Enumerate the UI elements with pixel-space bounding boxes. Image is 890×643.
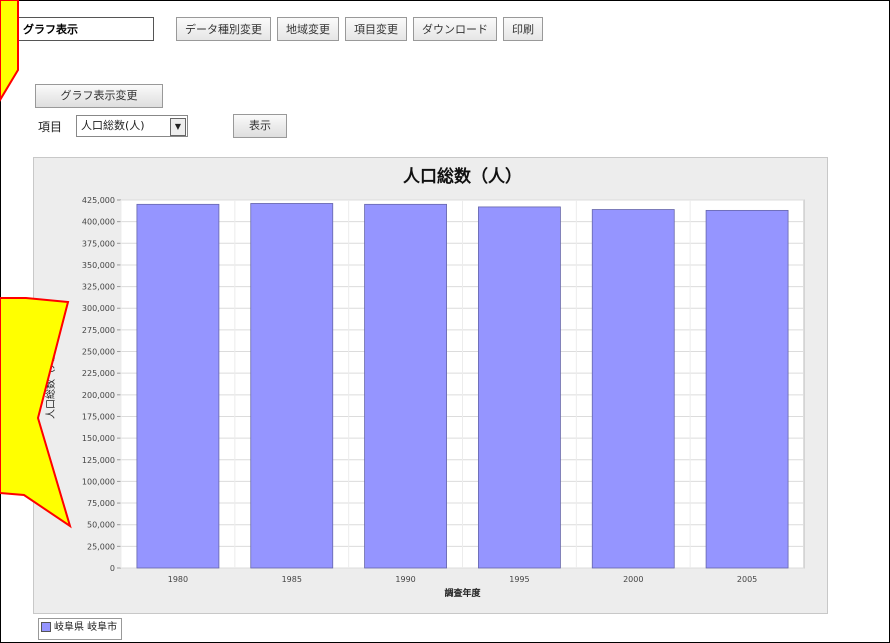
y-tick-label: 150,000 <box>82 434 115 443</box>
y-tick-label: 0 <box>110 564 115 573</box>
y-tick-label: 375,000 <box>82 239 115 248</box>
y-tick-label: 300,000 <box>82 304 115 313</box>
bar <box>364 203 447 569</box>
y-tick-label: 125,000 <box>82 456 115 465</box>
show-button[interactable]: 表示 <box>233 114 287 138</box>
y-tick-label: 225,000 <box>82 369 115 378</box>
tab-region[interactable]: 地域変更 <box>277 17 339 41</box>
y-tick-label: 250,000 <box>82 348 115 357</box>
chart-legend: 岐阜県 岐阜市 <box>38 618 123 640</box>
x-axis-label: 調査年度 <box>444 587 481 599</box>
y-tick-label: 75,000 <box>87 499 115 508</box>
x-tick-label: 2005 <box>737 575 757 584</box>
y-tick-label: 50,000 <box>87 521 115 530</box>
x-tick-label: 2000 <box>623 575 643 584</box>
bar-chart: 0 25,000 50,000 75,000 100,000 125,000 150,000… <box>44 166 805 599</box>
y-tick-label: 175,000 <box>82 412 115 421</box>
y-tick-label: 325,000 <box>82 283 115 292</box>
item-select[interactable]: 人口総数(人) ▼ <box>76 115 188 137</box>
x-tick-label: 1985 <box>282 575 302 584</box>
bar <box>591 209 675 569</box>
y-tick-label: 350,000 <box>82 261 115 270</box>
legend-swatch <box>41 622 51 632</box>
bar <box>250 203 334 569</box>
chevron-down-icon[interactable]: ▼ <box>170 118 186 136</box>
x-tick-label: 1995 <box>509 575 529 584</box>
y-axis-label: 人口総数（人） <box>44 349 57 419</box>
x-tick-label: 1980 <box>168 575 188 584</box>
chart-title: 人口総数（人） <box>403 166 522 187</box>
tab-data-type[interactable]: データ種別変更 <box>176 17 271 41</box>
legend-label: 岐阜県 岐阜市 <box>54 622 118 633</box>
chart-panel: 0 25,000 50,000 75,000 100,000 125,000 150,000… <box>33 157 828 614</box>
tab-graph[interactable]: グラフ表示 <box>14 17 154 41</box>
tab-item[interactable]: 項目変更 <box>345 17 407 41</box>
tab-bar: グラフ表示 データ種別変更 地域変更 項目変更 ダウンロード 印刷 <box>14 17 543 41</box>
y-tick-label: 100,000 <box>82 477 115 486</box>
change-graph-button[interactable]: グラフ表示変更 <box>35 84 163 108</box>
tab-download[interactable]: ダウンロード <box>413 17 497 41</box>
item-label: 項目 <box>38 120 63 134</box>
tab-print[interactable]: 印刷 <box>503 17 543 41</box>
bar <box>478 206 561 569</box>
y-tick-label: 425,000 <box>82 196 115 205</box>
y-tick-label: 400,000 <box>82 218 115 227</box>
bar <box>136 203 220 569</box>
y-tick-label: 25,000 <box>87 542 115 551</box>
bar <box>705 209 789 569</box>
y-tick-label: 275,000 <box>82 326 115 335</box>
item-select-value: 人口総数(人) <box>81 119 145 132</box>
x-tick-label: 1990 <box>395 575 415 584</box>
y-tick-label: 200,000 <box>82 391 115 400</box>
